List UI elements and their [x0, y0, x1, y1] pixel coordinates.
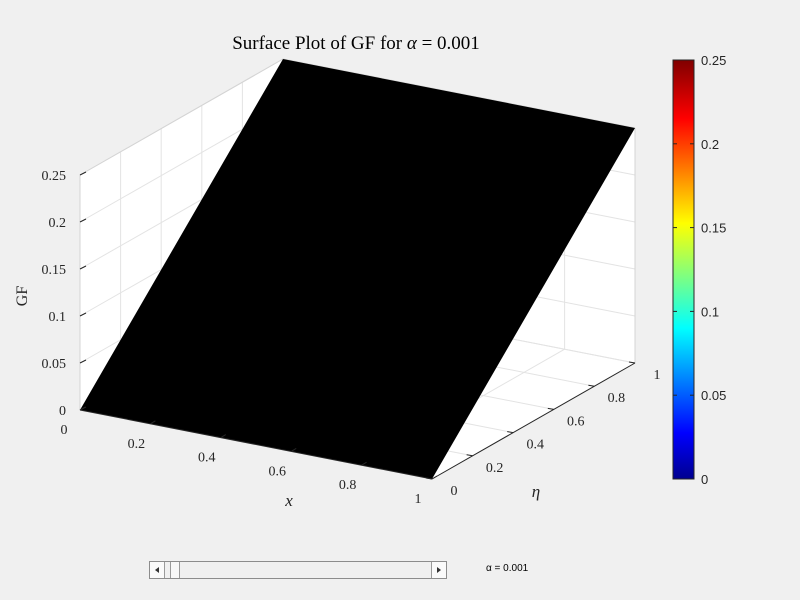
title-prefix: Surface Plot of GF for — [232, 33, 407, 54]
z-tick-label: 0.25 — [42, 169, 67, 184]
eta-axis-label: η — [532, 482, 540, 501]
eta-tick-label: 0.6 — [567, 414, 585, 429]
slider-left-arrow[interactable] — [150, 562, 165, 578]
z-tick-label: 0 — [59, 404, 66, 419]
title-value: = 0.001 — [417, 33, 480, 54]
eta-tick — [466, 454, 473, 457]
eta-tick-label: 0.8 — [608, 391, 626, 406]
gf-surface — [80, 59, 635, 479]
axis-tick-labels: 0 0.2 0.4 0.6 0.8 1 0 0.2 0.4 0.6 0.8 1 0 0.05 0.1 0.15… — [42, 169, 661, 507]
colorbar-tick-labels: 0 0.05 0.1 0.15 0.2 0.25 — [701, 53, 726, 487]
x-tick — [361, 461, 367, 466]
x-tick-label: 0.2 — [128, 437, 146, 452]
x-tick-label: 0.6 — [268, 464, 286, 479]
chevron-right-icon — [437, 567, 441, 573]
z-tick — [79, 406, 87, 411]
colorbar-tick-label: 0 — [701, 472, 708, 487]
z-tick — [79, 265, 87, 270]
z-tick-label: 0.2 — [49, 216, 67, 231]
x-tick — [431, 475, 438, 480]
x-tick — [150, 420, 156, 425]
x-tick — [220, 434, 227, 439]
z-tick-label: 0.15 — [42, 263, 67, 278]
eta-tick-label: 0.4 — [526, 438, 544, 453]
alpha-slider[interactable] — [149, 561, 447, 579]
z-tick-label: 0.05 — [42, 357, 67, 372]
chevron-left-icon — [155, 567, 159, 573]
colorbar-tick-label: 0.05 — [701, 388, 726, 403]
colorbar-tick-label: 0.15 — [701, 221, 726, 236]
colorbar-tick-label: 0.2 — [701, 137, 719, 152]
alpha-value-label: α = 0.001 — [486, 563, 529, 574]
eta-tick — [588, 384, 595, 387]
slider-right-arrow[interactable] — [431, 562, 446, 578]
colorbar-tick-label: 0.25 — [701, 53, 726, 68]
eta-tick-label: 1 — [654, 368, 661, 383]
x-tick-label: 1 — [415, 492, 422, 507]
slider-thumb[interactable] — [170, 562, 180, 578]
eta-tick — [628, 361, 636, 364]
colorbar-ticks — [673, 59, 694, 480]
eta-tick — [547, 407, 554, 410]
x-tick — [290, 447, 297, 452]
x-tick-label: 0 — [61, 423, 68, 438]
z-tick — [79, 218, 87, 223]
z-axis-label: GF — [14, 286, 31, 307]
eta-tick — [507, 431, 514, 434]
colorbar[interactable] — [672, 59, 695, 480]
z-tick — [79, 171, 87, 176]
z-tick — [79, 359, 87, 364]
z-tick-label: 0.1 — [49, 310, 67, 325]
front-axis-lines — [79, 362, 636, 480]
eta-tick — [425, 477, 433, 480]
plot-title: Surface Plot of GF for α = 0.001 — [232, 33, 480, 54]
x-axis-label: x — [284, 491, 293, 510]
title-alpha-symbol: α — [407, 33, 418, 54]
z-tick — [79, 312, 87, 317]
eta-tick-label: 0.2 — [486, 461, 504, 476]
colorbar-tick-label: 0.1 — [701, 304, 719, 319]
eta-tick-label: 0 — [451, 484, 458, 499]
x-tick-label: 0.4 — [198, 451, 216, 466]
x-tick-label: 0.8 — [339, 478, 357, 493]
axis-ticks — [79, 171, 636, 480]
